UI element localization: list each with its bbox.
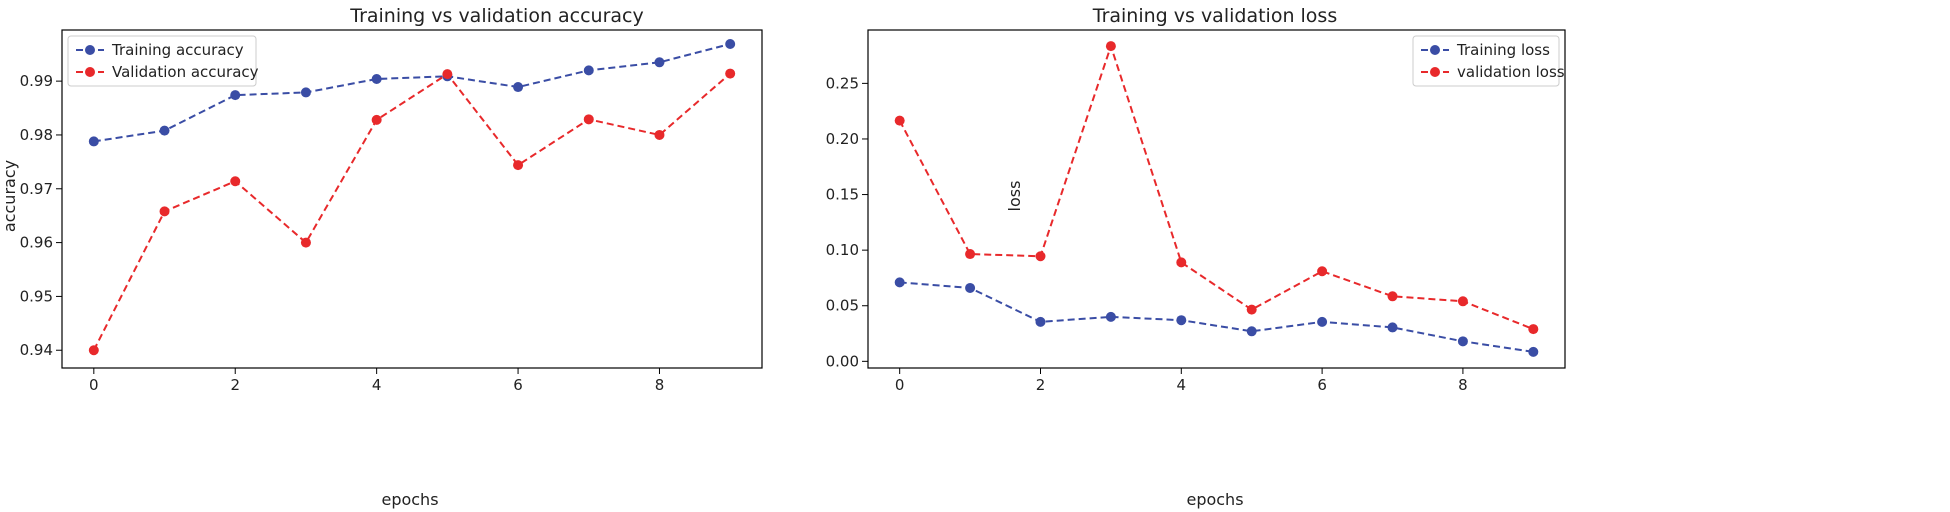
loss-series-0-point [1176,315,1187,326]
accuracy-x-tick-label: 4 [372,376,382,394]
accuracy-series-1-point [725,68,736,79]
loss-series-1-point [1387,291,1398,302]
loss-legend-label-1: validation loss [1457,63,1565,81]
accuracy-chart: Training vs validation accuracy 0 2 4 6 8 0.9… [0,5,763,509]
accuracy-series-0-point [583,65,594,76]
accuracy-series-1-point [88,345,99,356]
loss-y-axis-label: loss [1005,181,1024,212]
loss-y-tick-label: 0.15 [826,186,859,204]
accuracy-series-0-point [725,38,736,49]
loss-x-tick-label: 8 [1458,376,1468,394]
accuracy-legend-marker-1 [85,67,95,77]
loss-series-1-point [1317,266,1328,277]
accuracy-legend-label-1: Validation accuracy [112,63,259,81]
loss-series-0-point [965,282,976,293]
loss-legend-box [1412,35,1560,87]
loss-series-1-point [1105,41,1116,52]
accuracy-series-1-line [92,72,731,351]
accuracy-series-0-point [88,136,99,147]
accuracy-series-0-point [513,82,524,93]
accuracy-series-0-point [230,90,241,101]
loss-chart-title: Training vs validation loss [1092,5,1337,27]
loss-series-0-point [1387,322,1398,333]
accuracy-legend-label-0: Training accuracy [111,41,244,59]
loss-x-tick-label: 2 [1036,376,1046,394]
accuracy-x-tick-label: 6 [513,376,523,394]
accuracy-plot-area: 0 2 4 6 8 0.94 0.95 0.96 0.97 0.98 0.99 Training ac… [20,29,763,394]
accuracy-series-1-point [230,176,241,187]
accuracy-y-tick-label: 0.98 [20,126,53,144]
accuracy-legend: Training accuracy Validation accuracy [67,35,259,87]
loss-y-tick-label: 0.25 [826,74,859,92]
accuracy-legend-marker-0 [85,45,95,55]
accuracy-y-axis-label: accuracy [0,160,19,232]
loss-legend-label-0: Training loss [1456,41,1550,59]
loss-chart: Training vs validation loss 0 2 4 6 8 0.00 0.0… [826,5,1566,509]
accuracy-series-0-point [654,57,665,68]
accuracy-series-1-point [300,237,311,248]
accuracy-y-tick-label: 0.94 [20,341,53,359]
loss-series-0-point [1035,316,1046,327]
accuracy-y-tick-label: 0.97 [20,180,53,198]
loss-series-0-point [1317,316,1328,327]
loss-series-1-point [1528,324,1539,335]
loss-plot-area: 0 2 4 6 8 0.00 0.05 0.10 0.15 0.20 0.25 Training lo… [826,29,1566,394]
accuracy-series-1-point [371,114,382,125]
accuracy-series-0-point [159,125,170,136]
loss-y-tick-label: 0.10 [826,241,859,259]
loss-series-1-point [1035,251,1046,262]
accuracy-x-tick-label: 2 [230,376,240,394]
loss-series-0-point [1457,336,1468,347]
accuracy-axes-frame [61,29,763,369]
accuracy-series-1-point [654,129,665,140]
accuracy-x-tick-label: 8 [655,376,665,394]
loss-series-0-line [899,281,1534,353]
loss-series-0-point [1528,346,1539,357]
accuracy-y-tick-label: 0.96 [20,234,53,252]
accuracy-chart-title: Training vs validation accuracy [349,5,644,27]
loss-series-0-point [1105,311,1116,322]
loss-y-tick-label: 0.05 [826,297,859,315]
accuracy-legend-box [67,35,257,87]
accuracy-x-axis-label: epochs [381,490,438,509]
loss-x-tick-label: 6 [1317,376,1327,394]
accuracy-y-tick-label: 0.99 [20,72,53,90]
accuracy-series-1-point [442,69,453,80]
loss-legend: Training loss validation loss [1412,35,1565,87]
loss-y-tick-label: 0.20 [826,130,859,148]
loss-series-1-point [1176,257,1187,268]
accuracy-series-1-point [583,114,594,125]
loss-axes-frame [867,29,1566,369]
loss-legend-marker-1 [1430,67,1440,77]
loss-series-1-point [1246,304,1257,315]
loss-series-1-point [894,115,905,126]
accuracy-series-0-line [93,43,731,143]
loss-x-axis-label: epochs [1186,490,1243,509]
accuracy-y-tick-label: 0.95 [20,287,53,305]
loss-series-1-point [965,249,976,260]
accuracy-series-0-point [300,87,311,98]
accuracy-series-1-point [159,206,170,217]
loss-y-tick-label: 0.00 [826,352,859,370]
loss-x-tick-label: 0 [895,376,905,394]
loss-legend-marker-0 [1430,45,1440,55]
loss-series-0-point [1246,326,1257,337]
accuracy-series-1-point [513,160,524,171]
loss-series-0-point [894,277,905,288]
accuracy-x-tick-label: 0 [89,376,99,394]
loss-series-1-point [1457,296,1468,307]
accuracy-series-0-point [371,73,382,84]
loss-x-tick-label: 4 [1177,376,1187,394]
loss-series-1-line [898,42,1534,331]
